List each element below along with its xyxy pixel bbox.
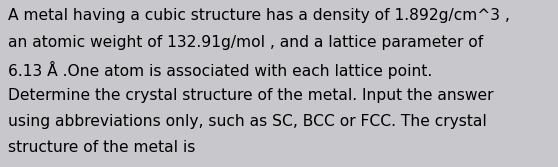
- Text: using abbreviations only, such as SC, BCC or FCC. The crystal: using abbreviations only, such as SC, BC…: [8, 114, 487, 129]
- Text: an atomic weight of 132.91g/mol , and a lattice parameter of: an atomic weight of 132.91g/mol , and a …: [8, 35, 484, 50]
- Text: A metal having a cubic structure has a density of 1.892g/cm^3 ,: A metal having a cubic structure has a d…: [8, 8, 510, 23]
- Text: structure of the metal is: structure of the metal is: [8, 140, 196, 155]
- Text: Determine the crystal structure of the metal. Input the answer: Determine the crystal structure of the m…: [8, 88, 494, 103]
- Text: 6.13 Å .One atom is associated with each lattice point.: 6.13 Å .One atom is associated with each…: [8, 61, 432, 79]
